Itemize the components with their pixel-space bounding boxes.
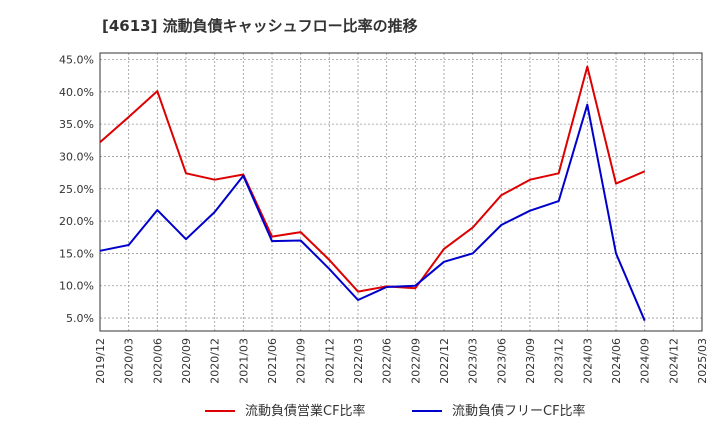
y-tick-label: 5.0% xyxy=(66,312,94,325)
series-line-1 xyxy=(99,65,646,293)
x-tick-label: 2024/06 xyxy=(610,338,623,384)
x-tick-label: 2021/09 xyxy=(295,338,308,384)
x-tick-label: 2020/06 xyxy=(151,338,164,384)
x-tick-label: 2020/03 xyxy=(123,338,136,384)
y-axis: 5.0% 10.0% 15.0% 20.0% 25.0% 30.0% 35.0% 40.0% 4… xyxy=(59,53,94,325)
y-tick-label: 15.0% xyxy=(59,247,94,260)
grid-lines xyxy=(99,52,703,332)
x-tick-label: 2022/03 xyxy=(352,338,365,384)
x-tick-label: 2024/09 xyxy=(639,338,652,384)
x-tick-label: 2024/12 xyxy=(667,338,680,384)
series-line-2 xyxy=(99,103,646,322)
y-tick-label: 20.0% xyxy=(59,215,94,228)
x-tick-label: 2023/03 xyxy=(467,338,480,384)
x-axis: 2019/12 2020/03 2020/06 2020/09 2020/12 2021/… xyxy=(94,338,709,384)
plot-border xyxy=(99,52,703,332)
x-tick-label: 2025/03 xyxy=(696,338,709,384)
x-tick-label: 2024/03 xyxy=(581,338,594,384)
x-tick-label: 2022/12 xyxy=(438,338,451,384)
y-tick-label: 35.0% xyxy=(59,118,94,131)
y-tick-label: 40.0% xyxy=(59,86,94,99)
x-tick-label: 2023/06 xyxy=(495,338,508,384)
x-tick-label: 2022/06 xyxy=(381,338,394,384)
x-tick-label: 2022/09 xyxy=(409,338,422,384)
x-tick-label: 2021/06 xyxy=(266,338,279,384)
x-tick-label: 2020/09 xyxy=(180,338,193,384)
x-tick-label: 2021/03 xyxy=(237,338,250,384)
x-tick-label: 2021/12 xyxy=(323,338,336,384)
x-tick-label: 2023/12 xyxy=(553,338,566,384)
x-tick-label: 2023/09 xyxy=(524,338,537,384)
legend: 流動負債営業CF比率 流動負債フリーCF比率 xyxy=(205,403,586,419)
legend-label-1: 流動負債営業CF比率 xyxy=(245,403,366,419)
legend-label-2: 流動負債フリーCF比率 xyxy=(452,403,586,419)
y-tick-label: 45.0% xyxy=(59,53,94,66)
x-tick-label: 2019/12 xyxy=(94,338,107,384)
y-tick-label: 30.0% xyxy=(59,150,94,163)
y-tick-label: 25.0% xyxy=(59,183,94,196)
plot-area xyxy=(99,52,703,332)
x-tick-label: 2020/12 xyxy=(209,338,222,384)
y-tick-label: 10.0% xyxy=(59,280,94,293)
chart-title: [4613] 流動負債キャッシュフロー比率の推移 xyxy=(102,17,418,35)
series-layer xyxy=(99,65,646,322)
